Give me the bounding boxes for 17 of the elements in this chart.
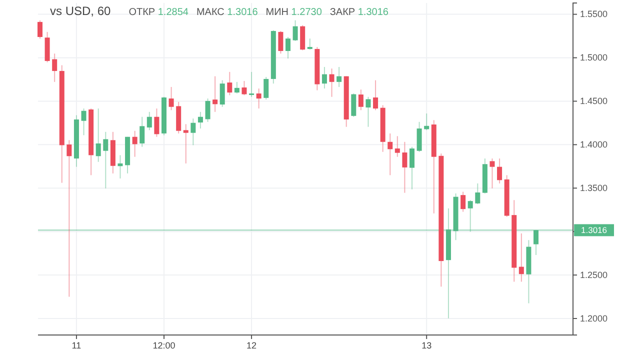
x-tick-label: 11 bbox=[72, 340, 82, 350]
annotation: ОТКР 1.2854 bbox=[128, 7, 189, 18]
annotation: МАКС 1.3016 bbox=[196, 7, 258, 18]
x-tick-label: 12:00 bbox=[152, 340, 176, 350]
y-tick-label: 1.5000 bbox=[580, 52, 608, 63]
y-tick-label: 1.4000 bbox=[580, 140, 608, 150]
x-tick-label: 12 bbox=[246, 340, 257, 350]
y-tick-label: 1.4500 bbox=[580, 96, 608, 106]
chart-title: vs USD, 60 bbox=[50, 4, 112, 18]
x-tick-label: 13 bbox=[422, 340, 432, 350]
y-tick-label: 1.5500 bbox=[580, 9, 608, 20]
ref-line-label: 1.3016 bbox=[581, 225, 608, 236]
annotation: МИН 1.2730 bbox=[266, 7, 322, 18]
y-tick-label: 1.2000 bbox=[580, 313, 608, 324]
annotation: ЗАКР 1.3016 bbox=[330, 7, 389, 18]
y-tick-label: 1.2500 bbox=[580, 270, 608, 280]
y-tick-label: 1.3500 bbox=[580, 183, 608, 193]
